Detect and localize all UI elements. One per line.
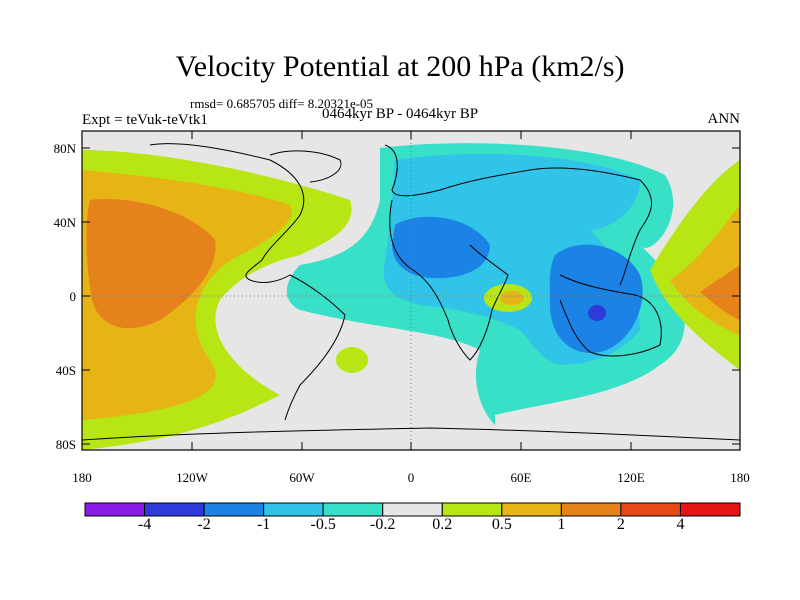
lon-label-0: 0: [407, 470, 415, 485]
stats-line: rmsd= 0.685705 diff= 8.20321e-05: [190, 96, 374, 111]
colorbar-label: -0.5: [310, 516, 336, 533]
lat-label-80s: 80S: [55, 437, 76, 452]
lat-label-eq: 0: [69, 289, 77, 304]
colorbar-swatch: [441, 502, 503, 517]
colorbar-label: -1: [256, 516, 271, 533]
colorbar-label: 2: [616, 516, 625, 533]
colorbar-label: 0.5: [491, 516, 512, 533]
coastlines: [82, 143, 740, 441]
contour-field: [82, 131, 740, 450]
experiment-label: Expt = teVuk-teVtk1: [82, 112, 208, 128]
lon-label-180w: 180: [72, 470, 92, 485]
map-title: Velocity Potential at 200 hPa (km2/s): [175, 50, 625, 83]
lon-label-120e: 120E: [617, 470, 645, 485]
lat-label-40s: 40S: [55, 363, 76, 378]
colorbar-swatch: [679, 502, 741, 517]
colorbar-swatch: [263, 502, 324, 517]
colorbar-label: -4: [137, 516, 152, 533]
lon-label-120w: 120W: [176, 470, 208, 485]
colorbar-swatch: [203, 502, 265, 517]
colorbar-label: 1: [557, 516, 566, 533]
colorbar-swatch: [84, 502, 146, 517]
axis-ticks: [82, 131, 740, 450]
colorbar-swatch: [382, 502, 443, 517]
colorbar-swatch: [144, 502, 205, 517]
colorbar-swatch: [560, 502, 622, 517]
colorbar-label: -0.2: [370, 516, 396, 533]
colorbar: [84, 502, 741, 517]
lon-label-180e: 180: [730, 470, 750, 485]
colorbar-swatch: [620, 502, 681, 517]
lat-label-40n: 40N: [53, 215, 76, 230]
colorbar-label: -2: [197, 516, 211, 533]
colorbar-label: 0.2: [432, 516, 453, 533]
lon-label-60w: 60W: [289, 470, 315, 485]
season-label: ANN: [707, 111, 741, 127]
grid-lines: [82, 131, 740, 450]
colorbar-label: 4: [676, 516, 685, 533]
period-label: 0464kyr BP - 0464kyr BP: [322, 106, 479, 122]
lon-label-60e: 60E: [510, 470, 532, 485]
colorbar-swatch: [501, 502, 562, 517]
colorbar-swatch: [322, 502, 384, 517]
lat-label-80n: 80N: [53, 141, 76, 156]
